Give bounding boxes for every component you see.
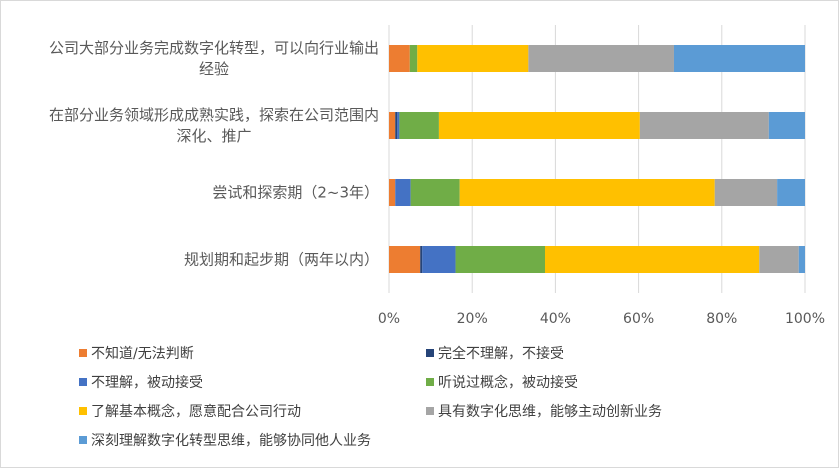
legend-swatch — [79, 349, 87, 357]
legend-swatch — [79, 407, 87, 415]
x-tick-label: 100% — [785, 311, 825, 327]
legend-swatch — [426, 378, 434, 386]
category-label: 在部分业务领域形成成熟实践，探索在公司范围内 — [49, 106, 379, 124]
bar-segment — [673, 45, 805, 72]
x-tick-label: 60% — [623, 311, 654, 327]
bar-segment — [417, 45, 529, 72]
legend-swatch — [426, 349, 434, 357]
bar-segment — [438, 112, 640, 139]
bar-segment — [714, 179, 778, 206]
x-tick-label: 0% — [378, 311, 400, 327]
x-tick-label: 20% — [457, 311, 488, 327]
legend-swatch — [426, 407, 434, 415]
legend-label: 了解基本概念，愿意配合公司行动 — [91, 403, 301, 420]
bar-segment — [409, 45, 418, 72]
bar-segment — [397, 112, 400, 139]
category-label: 深化、推广 — [176, 127, 251, 145]
bar-segment — [459, 179, 715, 206]
bar-segment — [410, 179, 460, 206]
legend-label: 深刻理解数字化转型思维，能够协同他人业务 — [91, 433, 371, 449]
legend-swatch — [79, 378, 87, 386]
bar-segment — [798, 246, 805, 273]
bar-segment — [399, 112, 439, 139]
bar-segment — [420, 246, 423, 273]
category-label: 经验 — [199, 60, 229, 78]
category-label: 尝试和探索期（2~3年） — [212, 184, 379, 202]
bar-segment — [768, 112, 805, 139]
bar-segment — [395, 112, 398, 139]
legend-label: 不知道/无法判断 — [91, 345, 194, 362]
legend-label: 具有数字化思维，能够主动创新业务 — [438, 404, 662, 420]
bar-segment — [759, 246, 799, 273]
bar-segment — [389, 179, 396, 206]
bar-segment — [777, 179, 805, 206]
category-label: 规划期和起步期（两年以内） — [184, 251, 379, 269]
legend-label: 不理解，被动接受 — [91, 374, 203, 391]
bar-segment — [455, 246, 545, 273]
bar-segment — [639, 112, 769, 139]
bar-segment — [389, 246, 421, 273]
legend-label: 完全不理解，不接受 — [438, 345, 564, 362]
bar-segment — [395, 179, 411, 206]
x-tick-label: 80% — [706, 311, 737, 327]
bar-segment — [545, 246, 760, 273]
x-tick-label: 40% — [540, 311, 571, 327]
legend-swatch — [79, 436, 87, 444]
bar-segment — [422, 246, 456, 273]
bar-segment — [528, 45, 674, 72]
legend-label: 听说过概念，被动接受 — [438, 374, 578, 391]
bar-segment — [389, 112, 396, 139]
bar-segment — [389, 45, 410, 72]
category-label: 公司大部分业务完成数字化转型，可以向行业输出 — [49, 39, 379, 57]
